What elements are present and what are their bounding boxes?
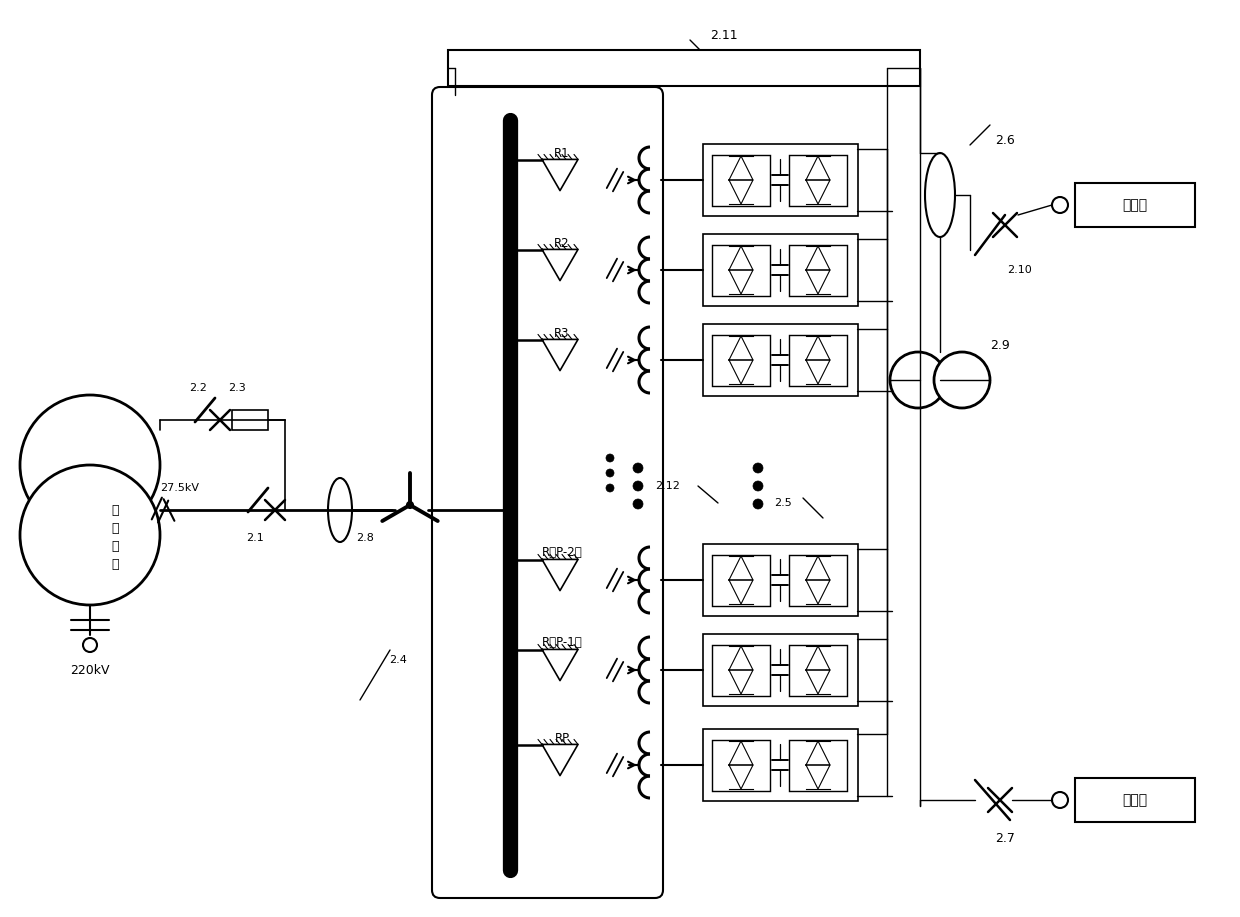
Circle shape	[505, 481, 515, 491]
Text: R2: R2	[554, 237, 570, 249]
Bar	[712, 155, 770, 206]
Text: 2.2: 2.2	[188, 383, 207, 393]
Text: 2.6: 2.6	[996, 134, 1014, 147]
Bar	[448, 50, 920, 86]
Bar	[1075, 183, 1195, 227]
Text: 2.8: 2.8	[356, 533, 374, 543]
Bar	[712, 245, 770, 296]
Text: 引: 引	[112, 522, 119, 535]
Bar	[789, 245, 847, 296]
Bar	[703, 634, 858, 706]
Circle shape	[934, 352, 990, 408]
Text: 2.7: 2.7	[994, 832, 1014, 845]
Text: 2.12: 2.12	[656, 481, 681, 491]
Bar	[703, 544, 858, 616]
Circle shape	[753, 481, 763, 491]
Text: RP: RP	[554, 732, 569, 745]
Text: 2.10: 2.10	[1008, 265, 1033, 275]
Circle shape	[83, 638, 97, 652]
Circle shape	[1052, 792, 1068, 808]
Bar	[789, 740, 847, 791]
Text: 2.4: 2.4	[389, 655, 407, 665]
Ellipse shape	[925, 153, 955, 237]
Circle shape	[20, 465, 160, 605]
Bar	[703, 729, 858, 801]
Text: R（P-1）: R（P-1）	[542, 636, 583, 649]
Bar	[789, 335, 847, 386]
Text: 27.5kV: 27.5kV	[160, 483, 200, 493]
Bar	[703, 234, 858, 306]
Bar	[712, 740, 770, 791]
Circle shape	[606, 454, 614, 462]
Text: R1: R1	[554, 147, 570, 160]
Circle shape	[606, 469, 614, 477]
Text: 2.5: 2.5	[774, 498, 792, 508]
Circle shape	[753, 463, 763, 473]
Text: 2.11: 2.11	[711, 28, 738, 41]
Bar	[789, 555, 847, 606]
Ellipse shape	[329, 478, 352, 542]
Circle shape	[407, 502, 413, 508]
Bar	[703, 324, 858, 396]
Text: 2.1: 2.1	[246, 533, 264, 543]
Circle shape	[753, 499, 763, 509]
FancyBboxPatch shape	[432, 87, 663, 898]
Text: R3: R3	[554, 326, 569, 339]
Bar	[232, 410, 268, 430]
Text: 2.3: 2.3	[228, 383, 246, 393]
Circle shape	[890, 352, 946, 408]
Text: R（P-2）: R（P-2）	[542, 547, 583, 559]
Text: 回流线: 回流线	[1122, 793, 1147, 807]
Circle shape	[606, 484, 614, 492]
Text: 变: 变	[112, 539, 119, 553]
Text: 馈电线: 馈电线	[1122, 198, 1147, 212]
Bar	[703, 144, 858, 216]
Circle shape	[1052, 197, 1068, 213]
Circle shape	[632, 481, 644, 491]
Circle shape	[632, 463, 644, 473]
Circle shape	[505, 445, 515, 455]
Bar	[789, 645, 847, 696]
Circle shape	[632, 499, 644, 509]
Text: 220kV: 220kV	[71, 664, 110, 677]
Bar	[789, 155, 847, 206]
Text: 牵: 牵	[112, 503, 119, 516]
Bar	[1075, 778, 1195, 822]
Bar	[712, 335, 770, 386]
Bar	[712, 645, 770, 696]
Text: 2.9: 2.9	[990, 338, 1009, 351]
Bar	[712, 555, 770, 606]
Circle shape	[20, 395, 160, 535]
Text: 压: 压	[112, 558, 119, 570]
Circle shape	[505, 463, 515, 473]
